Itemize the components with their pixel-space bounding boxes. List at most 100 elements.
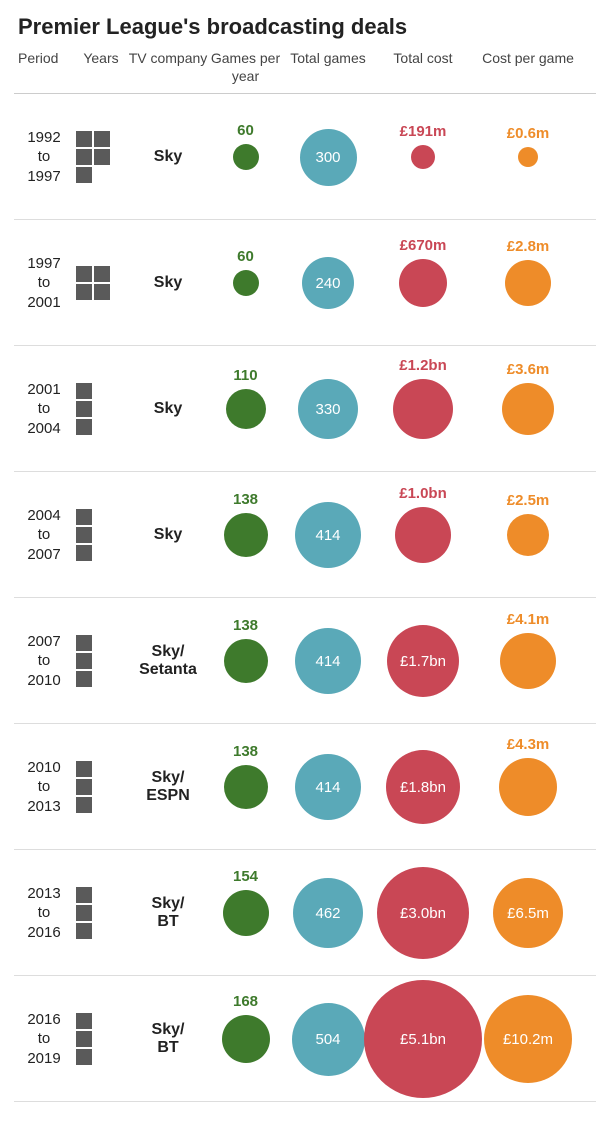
years-cell — [74, 1013, 128, 1065]
cost-per-game-circle — [500, 633, 556, 689]
total-games-circle-wrap: 414 — [295, 628, 361, 694]
year-square — [76, 527, 92, 543]
years-grid — [76, 1013, 92, 1065]
total-cost-circle: £1.8bn — [386, 750, 460, 824]
year-square — [76, 1013, 92, 1029]
total-games-circle-wrap: 300 — [300, 129, 357, 186]
cost-per-game-circle: £10.2m — [484, 995, 572, 1083]
total-cost-cell: £1.8bn — [373, 724, 473, 850]
year-square — [76, 797, 92, 813]
total-cost-value: £191m — [400, 123, 447, 140]
total-cost-circle-wrap: £1.7bn — [387, 625, 459, 697]
company-label: Sky — [128, 400, 208, 418]
total-cost-value: £3.0bn — [400, 905, 446, 922]
games-per-year-cell: 138 — [208, 724, 283, 850]
games-per-year-circle — [223, 890, 269, 936]
year-square — [76, 761, 92, 777]
year-square — [94, 284, 110, 300]
table-row: 2013to2016Sky/BT154462£3.0bn£6.5m — [14, 850, 596, 976]
total-games-value: 504 — [315, 1031, 340, 1048]
year-square — [76, 131, 92, 147]
company-label: Sky — [128, 526, 208, 544]
period-label: 1992to1997 — [14, 128, 74, 187]
total-games-value: 330 — [315, 401, 340, 418]
cost-per-game-cell: £4.3m — [473, 724, 583, 850]
games-per-year-cell: 60 — [208, 220, 283, 346]
games-per-year-value: 168 — [233, 993, 258, 1010]
header-company: TV company — [128, 50, 208, 68]
games-per-year-circle-wrap: 154 — [223, 890, 269, 936]
total-games-circle-wrap: 504 — [292, 1003, 365, 1076]
column-headers: Period Years TV company Games per year T… — [14, 46, 596, 94]
total-cost-circle-wrap: £5.1bn — [364, 980, 482, 1098]
period-label: 2016to2019 — [14, 1010, 74, 1069]
cost-per-game-circle — [507, 514, 549, 556]
games-per-year-circle — [224, 639, 268, 683]
total-cost-circle — [395, 507, 451, 563]
total-games-cell: 300 — [283, 94, 373, 220]
games-per-year-cell: 138 — [208, 472, 283, 598]
year-square — [76, 266, 92, 282]
total-games-cell: 414 — [283, 472, 373, 598]
year-square — [94, 266, 110, 282]
games-per-year-circle — [224, 513, 268, 557]
total-cost-value: £1.2bn — [399, 357, 447, 374]
total-cost-circle: £3.0bn — [377, 867, 469, 959]
cost-per-game-circle — [499, 758, 557, 816]
total-cost-circle: £1.7bn — [387, 625, 459, 697]
total-cost-value: £670m — [400, 237, 447, 254]
header-total-cost: Total cost — [373, 50, 473, 68]
cost-per-game-cell: £4.1m — [473, 598, 583, 724]
cost-per-game-cell: £2.8m — [473, 220, 583, 346]
years-cell — [74, 131, 128, 183]
cost-per-game-circle-wrap: £4.1m — [500, 633, 556, 689]
company-label: Sky — [128, 148, 208, 166]
cost-per-game-value: £10.2m — [503, 1031, 553, 1048]
games-per-year-cell: 154 — [208, 850, 283, 976]
table-row: 2001to2004Sky110330£1.2bn£3.6m — [14, 346, 596, 472]
total-cost-circle — [393, 379, 453, 439]
table-row: 2016to2019 Sky/BT 168 504 £5.1bn £10.2m — [14, 976, 596, 1102]
period-label: 2007to2010 — [14, 632, 74, 691]
cost-per-game-circle-wrap: £2.8m — [505, 260, 551, 306]
cost-per-game-circle-wrap: £6.5m — [493, 878, 563, 948]
total-cost-cell: £670m — [373, 220, 473, 346]
years-cell — [74, 761, 128, 813]
year-square — [94, 131, 110, 147]
games-per-year-cell: 138 — [208, 598, 283, 724]
table-row: 1992to1997Sky60300£191m£0.6m — [14, 94, 596, 220]
total-cost-cell: £3.0bn — [373, 850, 473, 976]
year-square — [76, 653, 92, 669]
year-square — [76, 1031, 92, 1047]
years-grid — [76, 761, 92, 813]
rows-container: 1992to1997Sky60300£191m£0.6m1997to2001Sk… — [14, 94, 596, 1102]
total-games-value: 240 — [315, 275, 340, 292]
total-games-circle-wrap: 240 — [302, 257, 354, 309]
games-per-year-circle-wrap: 138 — [224, 639, 268, 683]
games-per-year-circle — [233, 270, 259, 296]
year-square — [76, 383, 92, 399]
total-cost-value: £1.7bn — [400, 653, 446, 670]
total-games-circle-wrap: 330 — [298, 379, 358, 439]
year-square — [76, 779, 92, 795]
total-games-circle-wrap: 462 — [293, 878, 363, 948]
cost-per-game-value: £4.3m — [507, 736, 550, 753]
cost-per-game-value: £3.6m — [507, 361, 550, 378]
cost-per-game-value: £2.8m — [507, 238, 550, 255]
total-games-circle: 414 — [295, 502, 361, 568]
cost-per-game-circle-wrap: £4.3m — [499, 758, 557, 816]
total-games-circle: 414 — [295, 628, 361, 694]
games-per-year-cell: 60 — [208, 94, 283, 220]
period-label: 2013to2016 — [14, 884, 74, 943]
year-square — [76, 1049, 92, 1065]
company-label: Sky/BT — [128, 1021, 208, 1058]
total-games-cell: 504 — [283, 976, 373, 1102]
year-square — [76, 284, 92, 300]
header-gpy: Games per year — [208, 50, 283, 85]
table-row: 2010to2013Sky/ESPN138414£1.8bn£4.3m — [14, 724, 596, 850]
total-games-cell: 240 — [283, 220, 373, 346]
cost-per-game-value: £6.5m — [507, 905, 549, 922]
total-games-cell: 414 — [283, 724, 373, 850]
years-cell — [74, 266, 128, 300]
cost-per-game-circle — [502, 383, 554, 435]
